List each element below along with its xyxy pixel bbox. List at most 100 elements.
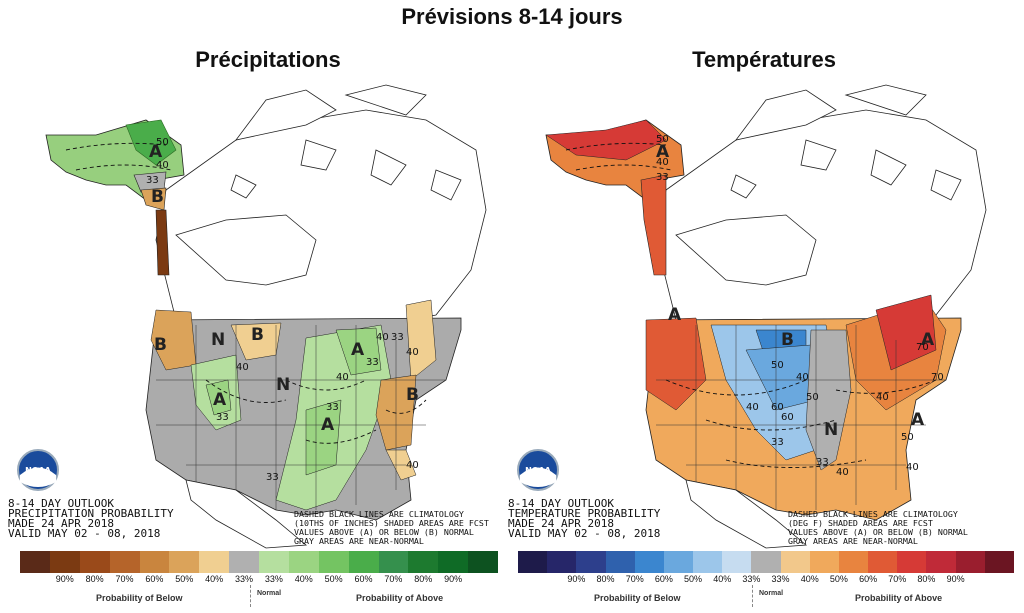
contour-label: 50 (901, 432, 914, 443)
noaa-logo-text: NOAA (25, 466, 51, 475)
legend-tick-label: 50% (684, 574, 703, 584)
contour-label: 33 (771, 437, 784, 448)
legend-swatch (109, 551, 140, 573)
legend-tick-label: 70% (888, 574, 907, 584)
contour-label: 40 (406, 460, 419, 471)
legend-tick-label: 40% (800, 574, 819, 584)
region-letter: A (911, 410, 925, 430)
legend-swatch (780, 551, 810, 573)
legend-tick-label: 80% (414, 574, 433, 584)
contour-label: 33 (146, 175, 159, 186)
legend-tick-label: 40% (205, 574, 224, 584)
legend-tick-label: 33% (235, 574, 254, 584)
legend-tick-label: 70% (625, 574, 644, 584)
legend-swatch (169, 551, 200, 573)
contour-label: 40 (746, 402, 759, 413)
region-letter: B (151, 187, 164, 207)
outlook-line: VALID MAY 02 - 08, 2018 (8, 527, 160, 540)
outlook-line: MADE 24 APR 2018 (8, 517, 114, 530)
legend-swatch (984, 551, 1014, 573)
legend-swatch (838, 551, 869, 573)
precip-below-label: Probability of Below (96, 593, 183, 603)
temperature-map: A A B A N A 50 40 33 50 60 40 50 60 40 33 40 70 50 70 33 40 4… (508, 84, 987, 549)
legend-swatch (20, 551, 50, 573)
outlook-line: VALID MAY 02 - 08, 2018 (508, 527, 660, 540)
precip-legend-ticks: 90% 80% 70% 60% 50% 40% 33% 33% 40% 50% 60% 70% 80% 9… (20, 574, 498, 584)
page-title: Prévisions 8-14 jours (401, 4, 623, 29)
outlook-line: PRECIPITATION PROBABILITY (8, 507, 174, 520)
outlook-line: 8-14 DAY OUTLOOK (8, 497, 114, 510)
legend-tick-label: 33% (742, 574, 761, 584)
contour-label: 33 (366, 357, 379, 368)
contour-label: 33 (326, 402, 339, 413)
region-letter: A (921, 330, 935, 350)
legend-swatch (259, 551, 289, 573)
outlook-line: MADE 24 APR 2018 (508, 517, 614, 530)
temp-below-label: Probability of Below (594, 593, 681, 603)
legend-swatch (634, 551, 664, 573)
precip-above-label: Probability of Above (356, 593, 444, 603)
legend-tick-label: 90% (946, 574, 965, 584)
legend-swatch (663, 551, 694, 573)
legend-swatch (79, 551, 110, 573)
legend-swatch (897, 551, 927, 573)
legend-swatch (348, 551, 379, 573)
contour-label: 40 (836, 467, 849, 478)
legend-tick-label: 50% (829, 574, 848, 584)
contour-label: 70 (931, 372, 944, 383)
note-line: GRAY AREAS ARE NEAR-NORMAL (294, 536, 424, 546)
contour-label: 50 (771, 360, 784, 371)
region-letter: A (321, 415, 335, 435)
legend-tick-label: 50% (175, 574, 194, 584)
legend-swatch (576, 551, 606, 573)
outlook-line: 8-14 DAY OUTLOOK (508, 497, 614, 510)
legend-swatch (229, 551, 259, 573)
note-line: (10THS OF INCHES) SHADED AREAS ARE FCST (294, 518, 489, 528)
legend-tick-label: 90% (567, 574, 586, 584)
precip-normal-label: Normal (257, 590, 282, 597)
contour-label: 40 (236, 362, 249, 373)
legend-swatch (199, 551, 230, 573)
contour-label: 40 (796, 372, 809, 383)
contour-label: 33 (266, 472, 279, 483)
contour-label: 50 (806, 392, 819, 403)
contour-label: 33 (816, 457, 829, 468)
contour-label: 60 (781, 412, 794, 423)
temp-legend-bar (518, 551, 1014, 573)
note-line: VALUES ABOVE (A) OR BELOW (B) NORMAL (294, 527, 474, 537)
precip-legend-bar (20, 551, 498, 573)
contour-label: 40 (876, 392, 889, 403)
legend-swatch (318, 551, 349, 573)
legend-swatch (518, 551, 548, 573)
region-letter: B (154, 335, 167, 355)
legend-swatch (809, 551, 839, 573)
legend-swatch (408, 551, 439, 573)
contour-label: 40 (406, 347, 419, 358)
legend-tick-label: 60% (145, 574, 164, 584)
legend-swatch (693, 551, 723, 573)
precip-panel-title: Précipitations (195, 47, 341, 72)
legend-tick-label: 60% (354, 574, 373, 584)
temp-panel-title: Températures (692, 47, 836, 72)
temp-above-label: Probability of Above (855, 593, 943, 603)
legend-tick-label: 70% (384, 574, 403, 584)
region-letter: B (251, 325, 264, 345)
note-line: GRAY AREAS ARE NEAR-NORMAL (788, 536, 918, 546)
region-letter: N (824, 420, 838, 440)
legend-swatch (378, 551, 409, 573)
region-letter: A (668, 305, 682, 325)
legend-tick-label: 90% (55, 574, 74, 584)
temp-note-text: DASHED BLACK LINES ARE CLIMATOLOGY(DEG F… (788, 509, 968, 546)
note-line: DASHED BLACK LINES ARE CLIMATOLOGY (788, 509, 958, 519)
region-letter: B (781, 330, 794, 350)
contour-label: 33 (656, 172, 669, 183)
region-letter: B (406, 385, 419, 405)
legend-swatch (722, 551, 752, 573)
temp-legend-ticks: 90% 80% 70% 60% 50% 40% 33% 33% 40% 50% 60% 70% 80% 9… (518, 574, 1014, 584)
legend-tick-label: 40% (294, 574, 313, 584)
region-letter: N (211, 330, 225, 350)
legend-tick-label: 70% (115, 574, 134, 584)
contour-label: 33 (216, 412, 229, 423)
legend-swatch (751, 551, 781, 573)
